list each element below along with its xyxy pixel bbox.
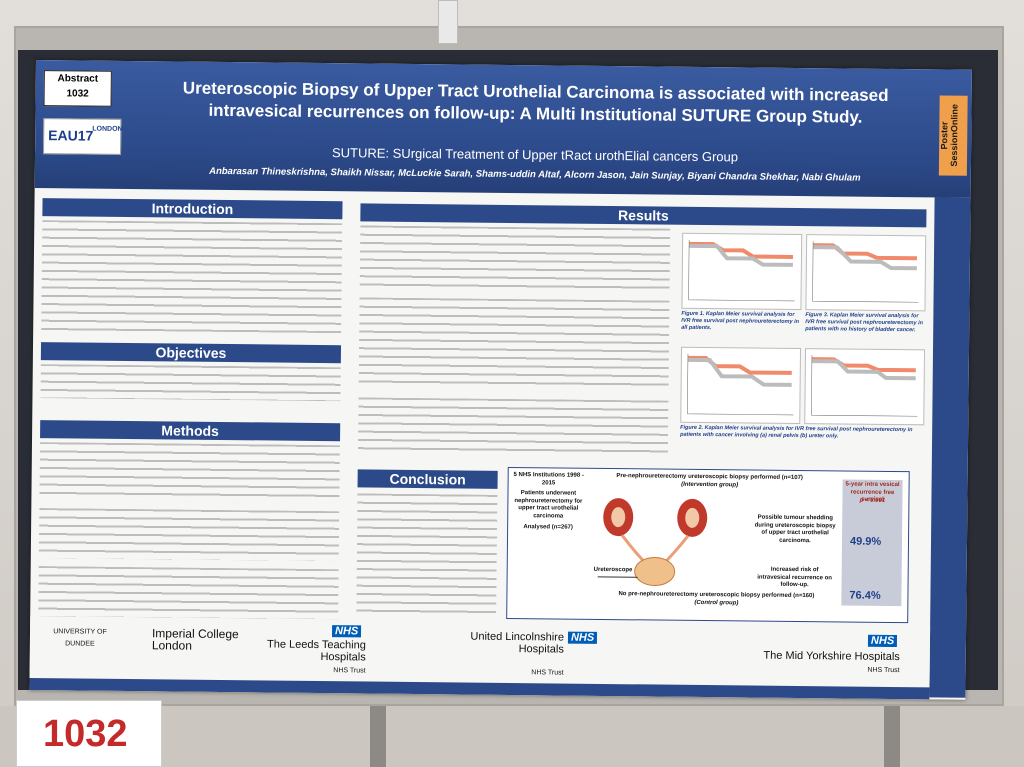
fig3-caption: Figure 3. Kaplan Meier survival analysis… xyxy=(805,312,924,334)
urinary-tract-illustration xyxy=(597,498,708,587)
fig2-caption: Figure 2. Kaplan Meier survival analysis… xyxy=(680,424,913,440)
lincoln-nhs-logo: NHS xyxy=(567,631,598,644)
diagram-increased-risk: Increased risk of intravesical recurrenc… xyxy=(757,566,833,589)
results-text-3 xyxy=(357,397,669,457)
km-curve-fig3 xyxy=(805,234,927,312)
diagram-patients: Patients underwent nephroureterectomy fo… xyxy=(514,490,583,520)
survival-pvalue: p < 0.001 xyxy=(859,497,886,504)
fig1-caption: Figure 1. Kaplan Meier survival analysis… xyxy=(681,310,800,332)
lincoln-logo: United Lincolnshire Hospitals xyxy=(470,630,565,656)
km-curve-fig1 xyxy=(681,232,803,311)
side-strip xyxy=(929,197,971,698)
conclusion-heading: Conclusion xyxy=(357,469,498,489)
survival-pct-intervention: 49.9% xyxy=(849,535,882,548)
methods-text-1 xyxy=(39,442,340,504)
diagram-group-bottom-sub: (Control group) xyxy=(694,599,739,607)
abstract-number-box: Abstract 1032 xyxy=(43,70,112,107)
yorkshire-trust: NHS Trust xyxy=(867,666,900,675)
poster-footer-logos: UNIVERSITY OF DUNDEE Imperial College Lo… xyxy=(29,615,931,688)
diagram-analysed: Analysed (n=267) xyxy=(523,524,573,531)
results-text-2 xyxy=(358,297,670,391)
introduction-text xyxy=(41,220,343,334)
session-online-tab: Poster SessionOnline xyxy=(938,95,968,176)
imperial-logo: Imperial College London xyxy=(151,626,239,653)
introduction-heading: Introduction xyxy=(42,198,343,220)
lincoln-trust: NHS Trust xyxy=(531,669,564,677)
diagram-group-top-sub: (Intervention group) xyxy=(681,481,739,489)
leeds-logo: The Leeds Teaching Hospitals xyxy=(266,638,366,664)
dundee-logo: UNIVERSITY OF DUNDEE xyxy=(53,628,107,648)
km-curve-fig2a xyxy=(680,346,802,425)
objectives-text xyxy=(40,364,341,402)
methods-text-2 xyxy=(38,508,340,562)
conclusion-text xyxy=(356,493,498,617)
board-clip xyxy=(438,0,458,44)
objectives-heading: Objectives xyxy=(40,342,342,364)
poster-number-placard: 1032 xyxy=(16,700,162,767)
yorkshire-logo: The Mid Yorkshire Hospitals xyxy=(763,649,900,664)
survival-column: 5-year intra vesical recurrence free sur… xyxy=(841,479,903,607)
yorkshire-nhs-logo: NHS xyxy=(867,634,898,648)
results-text-1 xyxy=(359,225,671,295)
survival-pct-control: 76.4% xyxy=(849,589,881,602)
study-design-diagram: 5 NHS Institutions 1998 - 2015 Patients … xyxy=(506,466,910,624)
poster-title: Ureteroscopic Biopsy of Upper Tract Urot… xyxy=(182,78,889,127)
diagram-shedding: Possible tumour shedding during ureteros… xyxy=(754,514,836,544)
diagram-ureteroscope: Ureteroscope xyxy=(593,566,633,574)
leeds-nhs-logo: NHS xyxy=(331,625,362,638)
board-leg-left xyxy=(370,706,386,767)
diagram-institutions: 5 NHS Institutions 1998 - 2015 xyxy=(513,472,584,486)
km-curve-fig2b xyxy=(804,348,926,426)
leeds-trust: NHS Trust xyxy=(333,667,366,675)
floor-area xyxy=(0,706,1024,767)
methods-heading: Methods xyxy=(40,420,341,442)
board-leg-right xyxy=(884,706,900,767)
research-poster: Abstract 1032 EAU17 LONDON Ureteroscopic… xyxy=(29,60,972,700)
results-heading: Results xyxy=(360,203,927,228)
eau17-logo: EAU17 LONDON xyxy=(43,118,123,155)
